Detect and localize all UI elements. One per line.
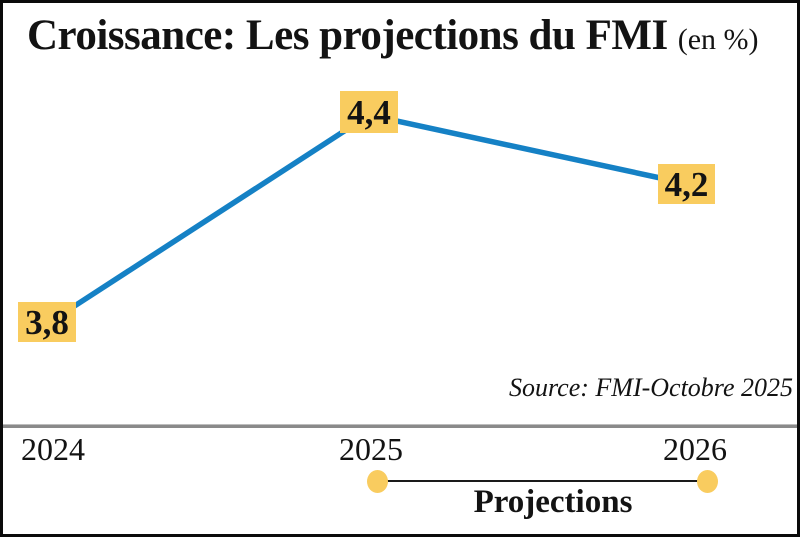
projection-dot-start: [367, 470, 388, 493]
x-axis-tick-2026: 2026: [663, 431, 727, 467]
growth-line: [70, 112, 668, 310]
chart-title-unit: (en %): [677, 23, 759, 56]
value-label-2026: 4,2: [658, 164, 715, 204]
x-axis-divider: [3, 424, 797, 428]
x-axis-tick-2024: 2024: [21, 431, 85, 467]
value-label-2024: 3,8: [18, 302, 76, 342]
projection-dot-end: [697, 470, 718, 493]
projection-range-line: [377, 480, 707, 482]
chart-title-text: Croissance: Les projections du FMI: [27, 12, 668, 59]
value-label-2025: 4,4: [340, 91, 398, 133]
source-note: Source: FMI-Octobre 2025: [509, 373, 793, 402]
chart-title: Croissance: Les projections du FMI (en %): [27, 11, 759, 60]
x-axis-tick-2025: 2025: [339, 431, 403, 467]
projections-label: Projections: [473, 484, 633, 520]
